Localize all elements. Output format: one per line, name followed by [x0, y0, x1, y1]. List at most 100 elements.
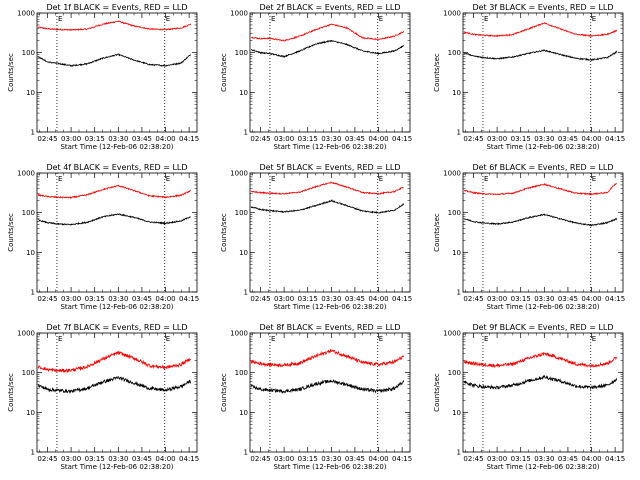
x-tick-label: 03:00	[487, 295, 507, 303]
x-tick-label: 04:15	[605, 135, 625, 143]
lld-series-line	[37, 20, 192, 32]
x-axis-label: Start Time (12-Feb-06 02:38:20)	[273, 463, 386, 471]
x-tick-label: 03:00	[274, 295, 294, 303]
x-tick-label: 03:45	[345, 455, 365, 463]
y-tick-label: 100	[448, 49, 461, 57]
event-marker-label: E	[166, 175, 170, 183]
x-tick-label: 03:15	[85, 455, 105, 463]
event-marker-label: E	[379, 335, 383, 343]
x-tick-label: 02:45	[250, 295, 270, 303]
panel-9: Det 9f BLACK = Events, RED = LLD 1 10 100 10…	[433, 323, 625, 471]
x-tick-label: 03:30	[534, 455, 554, 463]
events-series-line	[463, 213, 618, 227]
y-tick-label: 1	[31, 129, 35, 137]
x-tick-label: 03:15	[85, 135, 105, 143]
y-tick-label: 10	[452, 89, 461, 97]
y-tick-label: 10	[26, 89, 35, 97]
y-tick-label: 1000	[17, 10, 35, 18]
x-tick-label: 04:15	[179, 455, 199, 463]
x-tick-label: 03:15	[85, 295, 105, 303]
y-tick-label: 1	[457, 289, 461, 297]
x-axis-label: Start Time (12-Feb-06 02:38:20)	[486, 303, 599, 311]
x-tick-label: 03:45	[558, 135, 578, 143]
y-axis-label: Counts/sec	[433, 53, 441, 92]
event-marker-label: E	[271, 175, 275, 183]
x-tick-label: 03:30	[534, 135, 554, 143]
x-tick-label: 03:45	[132, 135, 152, 143]
x-tick-label: 03:00	[61, 135, 81, 143]
panel-title: Det 6f BLACK = Events, RED = LLD	[472, 163, 613, 172]
x-tick-label: 02:45	[463, 135, 483, 143]
y-tick-label: 1000	[443, 170, 461, 178]
lld-series-line	[250, 181, 404, 195]
plot-frame	[36, 332, 198, 453]
event-marker-label: E	[592, 175, 596, 183]
lld-series-line	[463, 182, 617, 196]
panel-title: Det 2f BLACK = Events, RED = LLD	[259, 3, 400, 12]
plot-frame	[249, 172, 411, 293]
events-series-line	[37, 53, 191, 68]
x-tick-label: 03:45	[345, 135, 365, 143]
x-tick-label: 02:45	[463, 295, 483, 303]
events-series-line	[250, 199, 405, 214]
plot-frame	[36, 12, 198, 133]
x-tick-label: 03:00	[274, 135, 294, 143]
plot-frame	[462, 172, 624, 293]
x-tick-label: 04:15	[392, 135, 412, 143]
lld-series-line	[37, 184, 191, 199]
x-tick-label: 03:30	[321, 295, 341, 303]
y-tick-label: 10	[239, 409, 248, 417]
x-tick-label: 02:45	[37, 135, 57, 143]
y-tick-label: 100	[235, 209, 248, 217]
events-series-line	[37, 376, 192, 395]
x-tick-label: 04:00	[368, 135, 388, 143]
plot-frame	[462, 12, 624, 133]
x-tick-label: 03:00	[487, 455, 507, 463]
x-tick-label: 03:45	[558, 455, 578, 463]
event-marker-label: E	[166, 335, 170, 343]
y-tick-label: 1000	[17, 330, 35, 338]
events-series-line	[463, 374, 618, 391]
event-marker-label: E	[166, 15, 170, 23]
x-tick-label: 03:45	[132, 455, 152, 463]
plot-frame	[249, 332, 411, 453]
panel-title: Det 8f BLACK = Events, RED = LLD	[259, 323, 400, 332]
event-marker-label: E	[271, 15, 275, 23]
y-tick-label: 1000	[230, 10, 248, 18]
y-tick-label: 1	[457, 129, 461, 137]
y-tick-label: 1	[244, 289, 248, 297]
x-axis-label: Start Time (12-Feb-06 02:38:20)	[273, 143, 386, 151]
x-tick-label: 03:30	[321, 135, 341, 143]
x-tick-label: 04:00	[581, 455, 601, 463]
x-axis-label: Start Time (12-Feb-06 02:38:20)	[486, 143, 599, 151]
x-tick-label: 03:15	[511, 455, 531, 463]
y-tick-label: 10	[239, 249, 248, 257]
x-tick-label: 03:00	[61, 455, 81, 463]
x-tick-label: 04:00	[155, 295, 175, 303]
x-tick-label: 03:15	[298, 295, 318, 303]
panel-title: Det 3f BLACK = Events, RED = LLD	[472, 3, 613, 12]
y-axis-label: Counts/sec	[7, 373, 15, 412]
y-tick-label: 1	[244, 129, 248, 137]
panel-8: Det 8f BLACK = Events, RED = LLD 1 10 100 10…	[220, 323, 412, 471]
panel-title: Det 1f BLACK = Events, RED = LLD	[46, 3, 187, 12]
x-tick-label: 02:45	[37, 455, 57, 463]
y-tick-label: 1	[244, 449, 248, 457]
panel-5: Det 5f BLACK = Events, RED = LLD 1 10 100 10…	[220, 163, 412, 311]
y-tick-label: 1	[31, 449, 35, 457]
event-marker-label: E	[484, 15, 488, 23]
y-tick-label: 1000	[17, 170, 35, 178]
x-tick-label: 03:30	[108, 295, 128, 303]
y-tick-label: 100	[448, 369, 461, 377]
x-tick-label: 03:45	[132, 295, 152, 303]
events-series-line	[250, 39, 404, 58]
x-tick-label: 02:45	[250, 455, 270, 463]
x-tick-label: 04:00	[155, 135, 175, 143]
x-tick-label: 03:00	[61, 295, 81, 303]
x-tick-label: 03:15	[511, 135, 531, 143]
x-tick-label: 04:15	[392, 455, 412, 463]
event-marker-label: E	[58, 335, 62, 343]
y-tick-label: 1	[457, 449, 461, 457]
panel-3: Det 3f BLACK = Events, RED = LLD 1 10 100 10…	[433, 3, 625, 151]
